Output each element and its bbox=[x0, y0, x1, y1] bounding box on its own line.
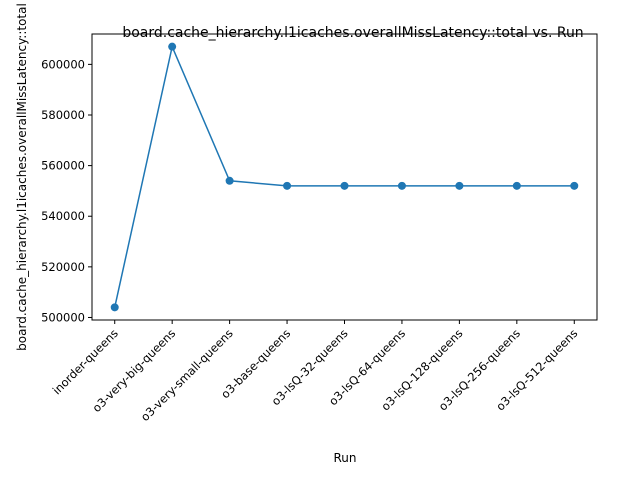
y-tick-label: 540000 bbox=[41, 209, 85, 223]
y-tick-label: 600000 bbox=[41, 57, 85, 71]
data-point bbox=[110, 303, 119, 312]
data-point bbox=[455, 181, 464, 190]
series-line-path bbox=[113, 44, 575, 308]
y-tick-label: 560000 bbox=[41, 159, 85, 173]
y-tick-label: 580000 bbox=[41, 108, 85, 122]
series-line bbox=[110, 42, 579, 312]
plot-area bbox=[91, 33, 598, 321]
chart-title: board.cache_hierarchy.l1icaches.overallM… bbox=[122, 25, 583, 41]
data-point bbox=[168, 42, 177, 51]
data-point bbox=[340, 181, 349, 190]
y-axis: 500000 520000 540000 560000 580000 600000 bbox=[41, 57, 92, 324]
data-point bbox=[512, 181, 521, 190]
data-point bbox=[570, 181, 579, 190]
y-axis-label: board.cache_hierarchy.l1icaches.overallM… bbox=[15, 3, 29, 351]
axes-frame bbox=[91, 33, 598, 321]
y-tick-label: 520000 bbox=[41, 260, 85, 274]
x-axis: inorder-queenso3-very-big-queenso3-very-… bbox=[50, 320, 580, 424]
data-point bbox=[225, 176, 234, 185]
data-point bbox=[283, 181, 292, 190]
y-tick-label: 500000 bbox=[41, 310, 85, 324]
data-point bbox=[397, 181, 406, 190]
x-axis-label: Run bbox=[333, 451, 356, 465]
